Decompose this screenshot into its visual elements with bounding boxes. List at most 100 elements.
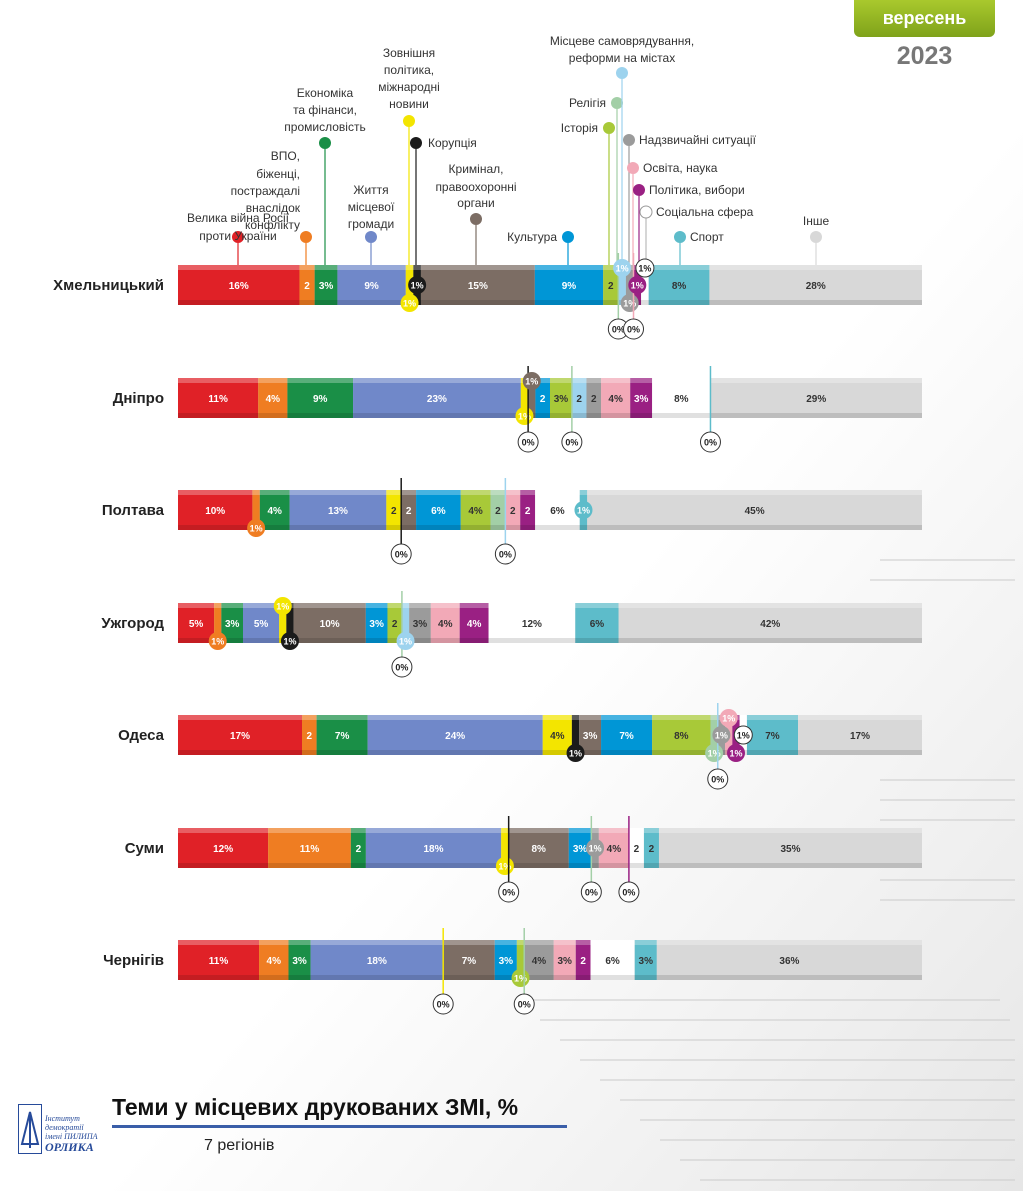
bar-segment-war: [178, 265, 300, 305]
region-label: Чернігів: [103, 952, 164, 969]
callout-label-foreign: 1%: [518, 412, 531, 422]
data-label-education: 4%: [607, 844, 622, 855]
callout-label-corruption: 0%: [502, 888, 515, 898]
data-label-culture: 3%: [369, 619, 384, 630]
bar-segment-crime: [528, 378, 536, 418]
bar-segment-war: [178, 490, 253, 530]
data-label-politics: 4%: [467, 619, 482, 630]
bar-shadow: [178, 975, 922, 980]
data-label-other: 29%: [806, 394, 826, 405]
data-label-sport: 2: [649, 844, 655, 855]
bar-segment-war: [178, 715, 302, 755]
data-label-vpo: 4%: [267, 956, 282, 967]
bar-segment-culture: [494, 940, 517, 980]
month-badge: вересень: [854, 0, 995, 37]
region-label: Хмельницький: [53, 277, 164, 294]
bar-shadow: [178, 750, 922, 755]
legend-label-education: Освіта, наука: [643, 161, 718, 175]
callout-label-politics: 0%: [622, 888, 635, 898]
data-label-other: 35%: [780, 844, 800, 855]
bar-segment-culture: [416, 490, 461, 530]
bar-segment-war: [178, 940, 260, 980]
data-label-crime: 3%: [583, 731, 598, 742]
legend-marker-religion: [611, 97, 623, 109]
bar-segment-social: [488, 603, 576, 643]
callout-marker-foreign: [273, 597, 292, 615]
legend-marker-education: [627, 162, 639, 174]
data-label-crime: 15%: [468, 281, 488, 292]
bar-segment-religion: [490, 490, 506, 530]
legend-marker-community: [365, 231, 377, 243]
callout-marker-history: [511, 969, 530, 987]
legend-marker-politics: [633, 184, 645, 196]
bar-segment-education: [505, 490, 521, 530]
data-label-econ: 3%: [319, 281, 334, 292]
callout-marker-religion: [513, 993, 535, 1015]
bar-highlight: [178, 715, 922, 720]
bar-segment-crime: [401, 490, 417, 530]
callout-marker-sport: [699, 431, 721, 453]
legend: Велика війна Росії проти України ВПО, біжен…: [187, 34, 829, 265]
bar-segment-community: [289, 490, 387, 530]
bar-segment-war: [178, 378, 259, 418]
bar-segment-history: [603, 265, 619, 305]
data-label-war: 5%: [189, 619, 204, 630]
callout-marker-foreign: [432, 993, 454, 1015]
bar-segment-social: [590, 940, 635, 980]
callout-label-religion: 0%: [585, 888, 598, 898]
data-label-culture: 9%: [562, 281, 577, 292]
callout-label-corruption: 1%: [569, 749, 582, 759]
bar-segment-selfgov: [401, 603, 410, 643]
callout-label-politics: 1%: [631, 281, 644, 291]
data-label-foreign: 2: [391, 506, 397, 517]
legend-label-corruption: Корупція: [428, 136, 477, 150]
callout-marker-corruption: [498, 881, 520, 903]
bar-highlight: [178, 378, 922, 383]
logo-line-3: ОРЛИКА: [45, 1140, 94, 1154]
data-label-education: 4%: [608, 394, 623, 405]
bar-row: Ужгород 5% 3% 5% 10% 3% 2 3% 4% 4% 12% 6% 42% 1% 1% 1% 0…: [101, 591, 922, 678]
data-label-war: 10%: [205, 506, 225, 517]
bar-row: Хмельницький 16% 2 3% 9% 15% 9% 2 8% 28%1%1%0%1%1…: [53, 253, 922, 340]
legend-label-econ: та фінанси,: [293, 103, 357, 117]
callout-label-foreign: 1%: [403, 299, 416, 309]
bar-segment-social: [652, 378, 711, 418]
data-label-social: 6%: [550, 506, 565, 517]
data-label-econ: 3%: [225, 619, 240, 630]
data-label-crime: 7%: [462, 956, 477, 967]
bar-segment-community: [367, 715, 543, 755]
data-label-sport: 3%: [639, 956, 654, 967]
bar-segment-vpo: [268, 828, 351, 868]
callout-label-religion: 0%: [565, 438, 578, 448]
legend-label-selfgov: Місцеве самоврядування,: [550, 34, 694, 48]
legend-label-crime: правоохоронні: [435, 180, 516, 194]
chart-subtitle: 7 регіонів: [204, 1137, 275, 1154]
legend-label-crime: органи: [457, 196, 494, 210]
callout-label-vpo: 1%: [250, 524, 263, 534]
bar-segment-education: [553, 940, 576, 980]
data-label-culture: 6%: [431, 506, 446, 517]
legend-marker-war: [232, 231, 244, 243]
bar-segment-vpo: [214, 603, 222, 643]
data-label-community: 23%: [427, 394, 447, 405]
data-label-crime: 2: [406, 506, 412, 517]
legend-label-econ: промисловість: [284, 120, 365, 134]
bar-segment-foreign: [386, 490, 402, 530]
legend-label-emergency: Надзвичайні ситуації: [639, 133, 757, 147]
bar-segment-crime: [420, 265, 535, 305]
legend-marker-econ: [319, 137, 331, 149]
legend-label-religion: Релігія: [569, 96, 606, 110]
legend-label-war: проти України: [199, 229, 276, 243]
callout-label-politics: 1%: [729, 749, 742, 759]
data-label-vpo: 4%: [266, 394, 281, 405]
bar-shadow: [178, 300, 922, 305]
bar-shadow: [178, 413, 922, 418]
region-label: Дніпро: [113, 390, 164, 407]
data-label-community: 18%: [367, 956, 387, 967]
data-label-vpo: 11%: [300, 844, 320, 855]
bar-segment-community: [243, 603, 280, 643]
legend-label-vpo: ВПО,: [271, 149, 300, 163]
callout-label-emergency: 1%: [623, 299, 636, 309]
callout-marker-corruption: [408, 276, 427, 294]
